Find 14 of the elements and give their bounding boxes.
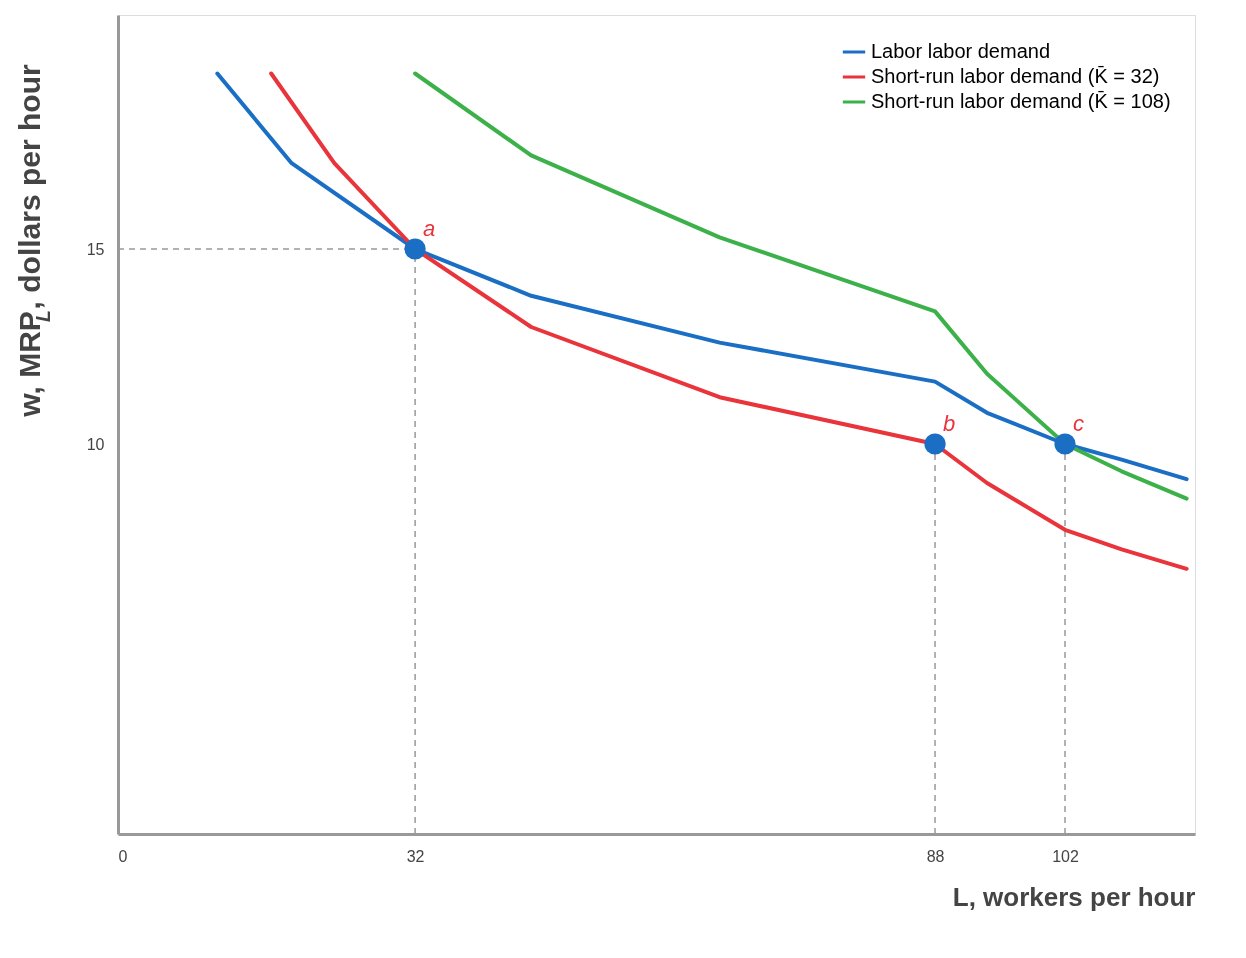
y-tick-label: 10 — [86, 435, 105, 453]
legend-label: Short-run labor demand (K̄ = 32) — [871, 64, 1160, 87]
annotation: a — [423, 216, 436, 241]
y-axis-title: w, MRPL, dollars per hour — [13, 64, 54, 418]
annotation: c — [1073, 411, 1085, 436]
x-tick-label: 32 — [406, 847, 425, 865]
legend-label: Short-run labor demand (K̄ = 108) — [871, 89, 1171, 112]
x-axis-title: L, workers per hour — [952, 881, 1196, 912]
x-tick-label: 0 — [118, 847, 128, 865]
y-tick-label: 15 — [86, 240, 105, 258]
legend-label: Labor labor demand — [871, 40, 1051, 62]
x-tick-label: 88 — [926, 847, 945, 865]
x-tick-label: 102 — [1052, 847, 1079, 865]
annotation: b — [943, 411, 956, 436]
